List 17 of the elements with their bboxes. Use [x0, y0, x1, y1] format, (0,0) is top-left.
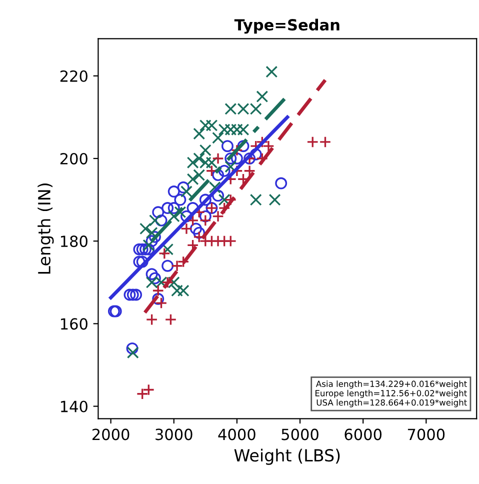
x-tick-label: 5000 — [282, 428, 318, 440]
y-tick-label: 160 — [60, 318, 88, 330]
x-tick-label: 4000 — [218, 428, 256, 440]
y-axis-title: Length (IN) — [38, 184, 54, 274]
y-tick-label: 140 — [60, 400, 88, 412]
x-tick-label: 3000 — [156, 428, 192, 440]
y-tick-label: 180 — [60, 236, 88, 248]
x-tick-label: 7000 — [408, 428, 445, 440]
y-tick-label: 200 — [60, 152, 88, 165]
x-tick-label: 6000 — [344, 428, 382, 440]
chart-title: Type=Sedan — [234, 18, 340, 34]
y-tick-label: 220 — [60, 70, 88, 82]
x-axis-title: Weight (LBS) — [234, 448, 340, 465]
annotation: Asia length=134.229+0.016*weight — [316, 380, 467, 389]
annotation: USA length=128.664+0.019*weight — [316, 399, 467, 408]
annotation: Europe length=112.56+0.02*weight — [316, 390, 467, 398]
x-tick-label: 2000 — [92, 428, 130, 440]
